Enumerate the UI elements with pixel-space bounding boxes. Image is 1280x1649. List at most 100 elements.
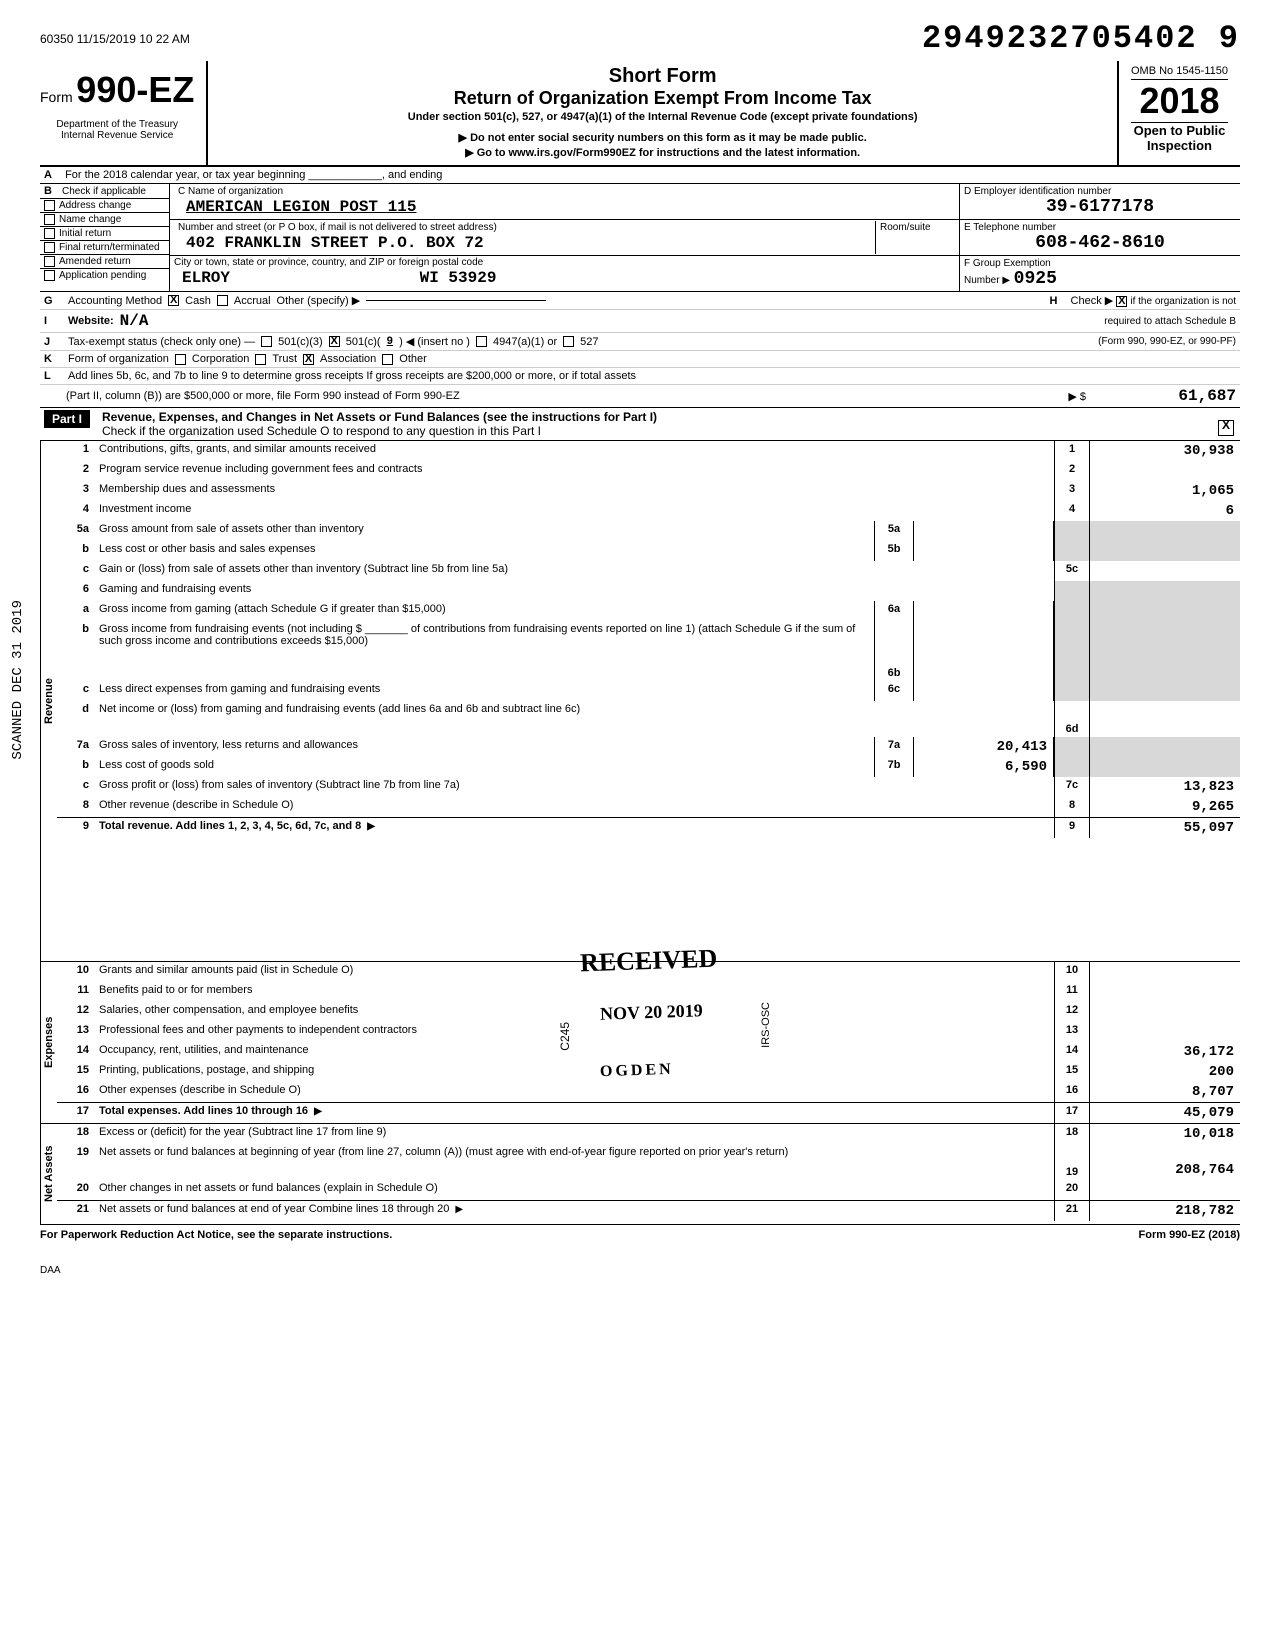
tax-year: 2018	[1131, 80, 1228, 123]
label-501c3: 501(c)(3)	[278, 336, 323, 348]
ln18-rnum: 18	[1054, 1124, 1090, 1144]
ln15-desc: Printing, publications, postage, and shi…	[95, 1062, 1054, 1082]
ln5a-rshade	[1054, 521, 1090, 541]
org-name: AMERICAN LEGION POST 115	[174, 198, 955, 218]
website-value: N/A	[120, 312, 149, 330]
ln7a-rshade	[1054, 737, 1090, 757]
checkbox-trust[interactable]	[255, 354, 266, 365]
ln10-val	[1090, 962, 1240, 982]
prefix-j: J	[44, 336, 62, 348]
goto-url: ▶ Go to www.irs.gov/Form990EZ for instru…	[216, 146, 1109, 159]
checkbox-assoc[interactable]	[303, 354, 314, 365]
ln6a-rvshade	[1090, 601, 1240, 621]
ln5b-mval	[914, 541, 1054, 561]
ln4-val: 6	[1090, 501, 1240, 521]
checkbox-other-org[interactable]	[382, 354, 393, 365]
addr-label: Number and street (or P O box, if mail i…	[174, 221, 875, 234]
label-other-org: Other	[399, 353, 427, 365]
prefix-g: G	[44, 295, 62, 307]
omb-number: OMB No 1545-1150	[1131, 65, 1228, 80]
checkbox-schedule-b[interactable]	[1116, 296, 1127, 307]
phone-value: 608-462-8610	[964, 233, 1236, 253]
checkbox-corp[interactable]	[175, 354, 186, 365]
ln6-num: 6	[57, 581, 95, 601]
stamp-c245: C245	[558, 1022, 572, 1051]
ln13-rnum: 13	[1054, 1022, 1090, 1042]
ln1-val: 30,938	[1090, 441, 1240, 461]
checkbox-501c[interactable]	[329, 336, 340, 347]
checkbox-cash[interactable]	[168, 295, 179, 306]
part1-header: Part I	[44, 410, 90, 428]
other-specify-blank[interactable]	[366, 300, 546, 301]
ln10-num: 10	[57, 962, 95, 982]
ln6d-desc: Net income or (loss) from gaming and fun…	[95, 701, 1054, 737]
checkbox-address-change[interactable]	[44, 200, 55, 211]
daa-mark: DAA	[40, 1265, 1240, 1276]
netassets-vertical-label: Net Assets	[40, 1124, 57, 1224]
ln6c-rshade	[1054, 681, 1090, 701]
barcode-number: 2949232705402 9	[922, 20, 1240, 57]
ln21-desc: Net assets or fund balances at end of ye…	[95, 1201, 1054, 1221]
footer-paperwork: For Paperwork Reduction Act Notice, see …	[40, 1229, 392, 1241]
checkbox-527[interactable]	[563, 336, 574, 347]
label-trust: Trust	[272, 353, 297, 365]
ln12-rnum: 12	[1054, 1002, 1090, 1022]
ln5c-val	[1090, 561, 1240, 581]
ln17-desc: Total expenses. Add lines 10 through 16	[95, 1103, 1054, 1123]
addr-value: 402 FRANKLIN STREET P.O. BOX 72	[174, 234, 875, 254]
l-arrow: ▶ $	[1068, 390, 1086, 403]
gross-receipts: 61,687	[1086, 387, 1236, 405]
ln8-rnum: 8	[1054, 797, 1090, 817]
checkbox-4947[interactable]	[476, 336, 487, 347]
ln7a-rvshade	[1090, 737, 1240, 757]
ln5a-desc: Gross amount from sale of assets other t…	[95, 521, 874, 541]
ssn-warning: ▶ Do not enter social security numbers o…	[216, 131, 1109, 144]
ln5a-mnum: 5a	[874, 521, 914, 541]
ln6b-mnum: 6b	[874, 621, 914, 681]
tax-exempt-label: Tax-exempt status (check only one) —	[68, 336, 255, 348]
ln10-rnum: 10	[1054, 962, 1090, 982]
ln6b-num: b	[57, 621, 95, 681]
ln13-num: 13	[57, 1022, 95, 1042]
label-amended: Amended return	[59, 256, 131, 267]
checkbox-final-return[interactable]	[44, 242, 55, 253]
scanned-stamp: SCANNED DEC 31 2019	[10, 600, 26, 760]
ln6a-mnum: 6a	[874, 601, 914, 621]
ln6a-num: a	[57, 601, 95, 621]
checkbox-initial-return[interactable]	[44, 228, 55, 239]
ln17-val: 45,079	[1090, 1103, 1240, 1123]
h-text-cont: required to attach Schedule B	[1104, 316, 1236, 327]
open-public-1: Open to Public	[1131, 123, 1228, 138]
ln6b-rvshade	[1090, 621, 1240, 681]
checkbox-schedule-o[interactable]	[1218, 420, 1234, 436]
ln5b-num: b	[57, 541, 95, 561]
label-4947: 4947(a)(1) or	[493, 336, 557, 348]
open-public-2: Inspection	[1131, 138, 1228, 153]
checkbox-accrual[interactable]	[217, 295, 228, 306]
checkbox-pending[interactable]	[44, 270, 55, 281]
ln7b-mnum: 7b	[874, 757, 914, 777]
ln3-rnum: 3	[1054, 481, 1090, 501]
label-other-specify: Other (specify) ▶	[277, 294, 361, 307]
phone-label: E Telephone number	[964, 222, 1236, 233]
ln7c-desc: Gross profit or (loss) from sales of inv…	[95, 777, 1054, 797]
checkbox-amended[interactable]	[44, 256, 55, 267]
checkbox-501c3[interactable]	[261, 336, 272, 347]
ln5c-desc: Gain or (loss) from sale of assets other…	[95, 561, 1054, 581]
ln6c-desc: Less direct expenses from gaming and fun…	[95, 681, 874, 701]
h-check-label: Check ▶	[1071, 295, 1114, 307]
ln6-rvshade	[1090, 581, 1240, 601]
ln15-num: 15	[57, 1062, 95, 1082]
ln6-desc: Gaming and fundraising events	[95, 581, 1054, 601]
prefix-i: I	[44, 315, 62, 327]
insert-no-value: 9	[387, 336, 394, 348]
ln19-rnum: 19	[1054, 1144, 1090, 1180]
prefix-k: K	[44, 353, 62, 365]
label-corp: Corporation	[192, 353, 249, 365]
ln18-desc: Excess or (deficit) for the year (Subtra…	[95, 1124, 1054, 1144]
ln6c-rvshade	[1090, 681, 1240, 701]
checkbox-name-change[interactable]	[44, 214, 55, 225]
part1-title: Revenue, Expenses, and Changes in Net As…	[102, 410, 1236, 424]
ln8-val: 9,265	[1090, 797, 1240, 817]
ln7b-rshade	[1054, 757, 1090, 777]
